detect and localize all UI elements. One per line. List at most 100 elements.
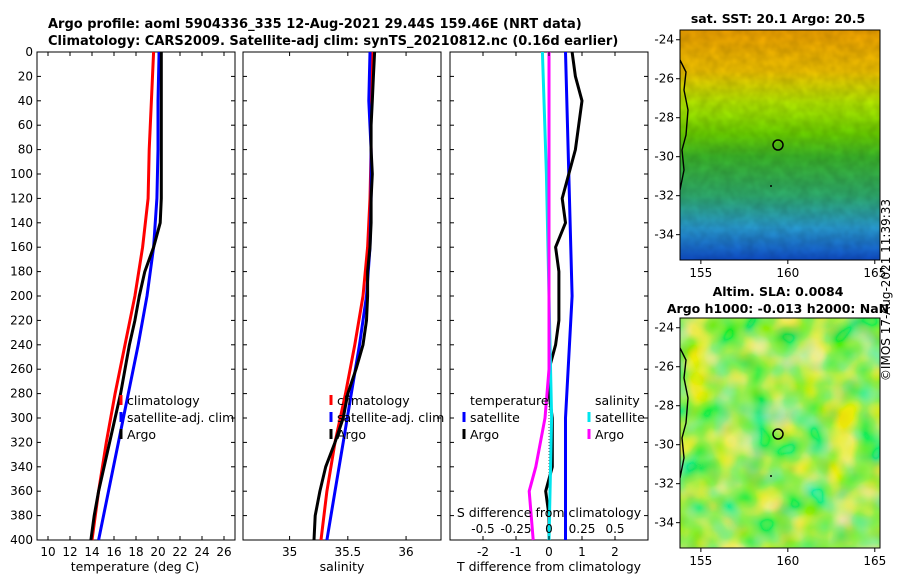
depth-tick-label: 160 xyxy=(10,240,33,254)
sst-argo-dot xyxy=(770,185,772,187)
sst-map-axes: 155 160 165 -24 -26 -28 -30 -32 -34 xyxy=(654,33,886,280)
legend-title-salinity: salinity xyxy=(595,393,640,408)
sla-map-title-line-2: Argo h1000: -0.013 h2000: NaN xyxy=(667,301,889,316)
map-y-tick-label: -28 xyxy=(654,399,674,413)
difference-legend: temperature satellite Argo salinity sate… xyxy=(462,393,645,442)
salinity-x-label: salinity xyxy=(320,559,365,574)
x-tick-label: 2 xyxy=(611,545,619,559)
sst-map-frame xyxy=(679,29,881,261)
depth-tick-label: 80 xyxy=(18,143,33,157)
temperature-panel: 0 20 40 60 80 100 120 140 160 180 200 220 240 260 280 3… xyxy=(10,45,236,574)
s-difference-label: S difference from climatology xyxy=(457,505,642,520)
depth-axis: 0 20 40 60 80 100 120 140 160 180 200 220 240 260 280 3… xyxy=(10,45,235,547)
map-y-tick-label: -30 xyxy=(654,438,674,452)
depth-tick-label: 360 xyxy=(10,484,33,498)
series-line-climatology xyxy=(90,51,156,541)
sst-argo-marker xyxy=(772,139,784,151)
x-tick-label: 20 xyxy=(150,545,165,559)
map-y-tick-label: -32 xyxy=(654,477,674,491)
x-tick-label: 22 xyxy=(172,545,187,559)
figure-title-line-2: Climatology: CARS2009. Satellite-adj cli… xyxy=(48,34,618,49)
map-x-tick-label: 155 xyxy=(689,266,712,280)
map-y-tick-label: -28 xyxy=(654,111,674,125)
map-y-tick-label: -26 xyxy=(654,72,674,86)
map-y-tick-label: -30 xyxy=(654,150,674,164)
depth-tick-label: 140 xyxy=(10,216,33,230)
x-tick-label: 36 xyxy=(398,545,413,559)
x-tick-label: 35 xyxy=(282,545,297,559)
sla-map-title-line-1: Altim. SLA: 0.0084 xyxy=(713,284,844,299)
depth-tick-label: 380 xyxy=(10,509,33,523)
legend-label-t-argo: Argo xyxy=(470,427,499,442)
salinity-series xyxy=(312,51,377,541)
legend-label-s-argo: Argo xyxy=(595,427,624,442)
temperature-legend: climatology satellite-adj. clim Argo xyxy=(119,393,234,442)
sla-map-panel: Altim. SLA: 0.0084 Argo h1000: -0.013 h2… xyxy=(654,284,889,568)
sla-coastline xyxy=(680,347,689,479)
depth-tick-label: 260 xyxy=(10,362,33,376)
map-y-tick-label: -32 xyxy=(654,189,674,203)
temperature-series xyxy=(89,51,163,541)
difference-depth-ticks xyxy=(450,51,648,541)
x-tick-label: 18 xyxy=(128,545,143,559)
sla-heatmap xyxy=(680,318,880,548)
series-line-argo xyxy=(312,51,377,541)
t-difference-x-axis: -2 -1 0 1 2 xyxy=(477,52,619,559)
t-difference-x-label: T difference from climatology xyxy=(456,559,642,574)
difference-series xyxy=(527,51,584,541)
depth-tick-label: 220 xyxy=(10,313,33,327)
sst-map-panel: sat. SST: 20.1 Argo: 20.5 155 160 165 -24 -2… xyxy=(654,11,886,280)
depth-tick-label: 60 xyxy=(18,118,33,132)
series-line-salinity-argo xyxy=(527,52,551,541)
legend-label-climatology: climatology xyxy=(337,393,410,408)
s-difference-tick-label: -0.25 xyxy=(500,522,531,536)
x-tick-label: 35.5 xyxy=(334,545,361,559)
temperature-x-label: temperature (deg C) xyxy=(71,559,200,574)
depth-tick-label: 400 xyxy=(10,533,33,547)
sla-map-frame xyxy=(679,317,881,549)
s-difference-tick-label: -0.5 xyxy=(471,522,494,536)
depth-tick-label: 300 xyxy=(10,411,33,425)
x-tick-label: 26 xyxy=(216,545,231,559)
map-x-tick-label: 160 xyxy=(776,554,799,568)
salinity-depth-ticks xyxy=(243,51,441,541)
map-x-tick-label: 155 xyxy=(689,554,712,568)
sst-map-title: sat. SST: 20.1 Argo: 20.5 xyxy=(691,11,865,26)
sla-map-axes: 155 160 165 -24 -26 -28 -30 -32 -34 xyxy=(654,321,886,568)
x-tick-label: 16 xyxy=(106,545,121,559)
salinity-legend: climatology satellite-adj. clim Argo xyxy=(329,393,444,442)
sst-noise-texture xyxy=(680,30,880,260)
x-tick-label: 1 xyxy=(578,545,586,559)
s-difference-tick-label: 0.25 xyxy=(569,522,596,536)
legend-label-satellite: satellite-adj. clim xyxy=(337,410,444,425)
depth-tick-label: 240 xyxy=(10,338,33,352)
depth-tick-label: 100 xyxy=(10,167,33,181)
legend-label-climatology: climatology xyxy=(127,393,200,408)
x-tick-label: -2 xyxy=(477,545,489,559)
salinity-x-axis: 35 35.5 36 xyxy=(282,52,414,559)
legend-label-t-satellite: satellite xyxy=(470,410,520,425)
x-tick-label: 14 xyxy=(84,545,99,559)
legend-label-s-satellite: satellite xyxy=(595,410,645,425)
map-y-tick-label: -26 xyxy=(654,360,674,374)
imos-watermark: ©IMOS 17-Aug-2021 11:39:33 xyxy=(879,199,893,381)
depth-tick-label: 320 xyxy=(10,435,33,449)
s-difference-tick-label: 0 xyxy=(545,522,553,536)
x-tick-label: 10 xyxy=(40,545,55,559)
depth-tick-label: 0 xyxy=(25,45,33,59)
sst-coastline xyxy=(680,59,689,191)
depth-tick-label: 180 xyxy=(10,265,33,279)
series-line-temperature-satellite xyxy=(564,51,574,540)
depth-tick-label: 120 xyxy=(10,191,33,205)
sla-argo-dot xyxy=(770,475,772,477)
depth-tick-label: 40 xyxy=(18,94,33,108)
difference-panel: -2 -1 0 1 2 temperature satellite Argo salin… xyxy=(449,51,649,574)
sst-heatmap xyxy=(680,30,880,260)
x-tick-label: 24 xyxy=(194,545,209,559)
temperature-x-axis: 10 12 14 16 18 20 22 24 26 xyxy=(40,52,232,559)
sla-blob-field xyxy=(680,318,880,548)
depth-tick-label: 340 xyxy=(10,460,33,474)
map-y-tick-label: -34 xyxy=(654,516,674,530)
series-line-satellite-adj-clim xyxy=(97,51,161,541)
legend-label-satellite: satellite-adj. clim xyxy=(127,410,234,425)
